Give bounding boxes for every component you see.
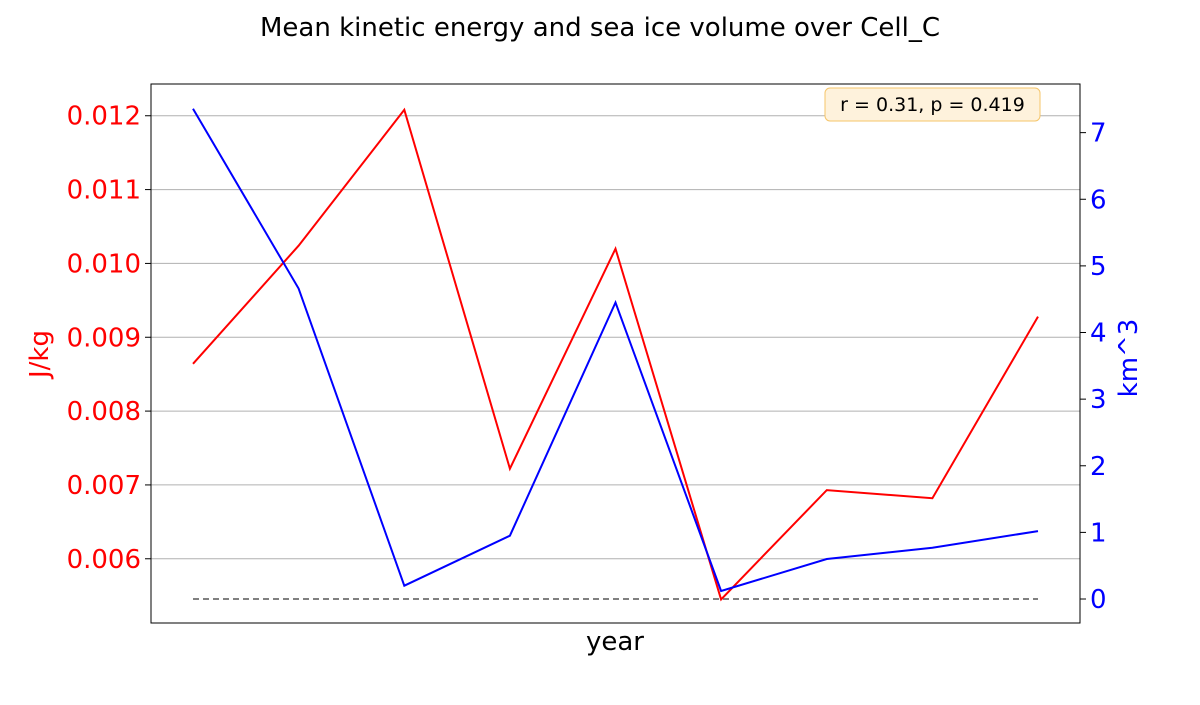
stats-annotation: r = 0.31, p = 0.419	[825, 88, 1040, 121]
left-tick-label: 0.011	[67, 176, 141, 206]
right-y-axis-label: km^3	[1114, 319, 1144, 398]
kinetic-energy-line	[193, 110, 1038, 600]
right-tick-label: 7	[1090, 119, 1107, 149]
left-tick-label: 0.007	[67, 471, 141, 501]
plot-frame	[151, 84, 1080, 623]
left-tick-label: 0.010	[67, 249, 141, 279]
left-y-axis: 0.006 0.007 0.008 0.009 0.010 0.011 0.012	[67, 102, 151, 575]
right-tick-label: 3	[1090, 385, 1107, 415]
plot-area	[193, 109, 1038, 600]
right-tick-label: 5	[1090, 252, 1107, 282]
sea-ice-volume-line	[193, 109, 1038, 591]
stats-annotation-text: r = 0.31, p = 0.419	[840, 94, 1025, 116]
grid-lines	[151, 116, 1080, 559]
left-tick-label: 0.006	[67, 545, 141, 575]
right-tick-label: 6	[1090, 185, 1107, 215]
chart-title: Mean kinetic energy and sea ice volume o…	[260, 13, 940, 43]
left-tick-label: 0.008	[67, 397, 141, 427]
left-y-axis-label: J/kg	[25, 330, 55, 380]
right-y-axis: 0 1 2 3 4 5 6 7	[1080, 119, 1107, 615]
right-tick-label: 2	[1090, 452, 1107, 482]
right-tick-label: 4	[1090, 319, 1107, 349]
left-tick-label: 0.012	[67, 102, 141, 132]
x-axis-label: year	[586, 627, 644, 657]
left-tick-label: 0.009	[67, 323, 141, 353]
right-tick-label: 0	[1090, 585, 1107, 615]
right-tick-label: 1	[1090, 518, 1107, 548]
